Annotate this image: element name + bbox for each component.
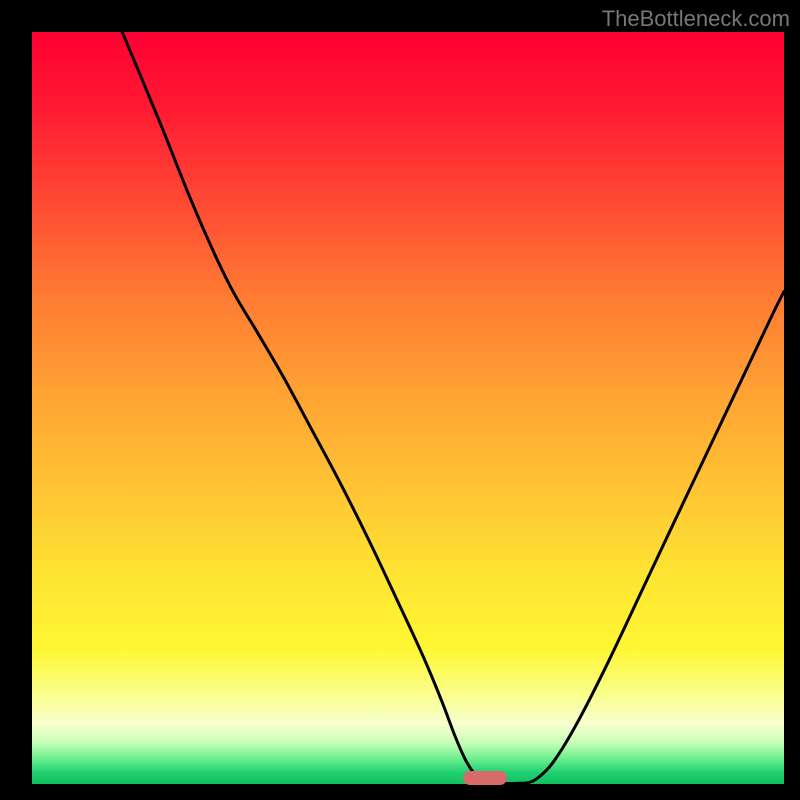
watermark-text: TheBottleneck.com bbox=[602, 6, 790, 32]
curve-svg bbox=[0, 0, 800, 800]
optimum-marker bbox=[463, 771, 507, 785]
chart-container: TheBottleneck.com bbox=[0, 0, 800, 800]
bottleneck-curve bbox=[122, 32, 784, 783]
